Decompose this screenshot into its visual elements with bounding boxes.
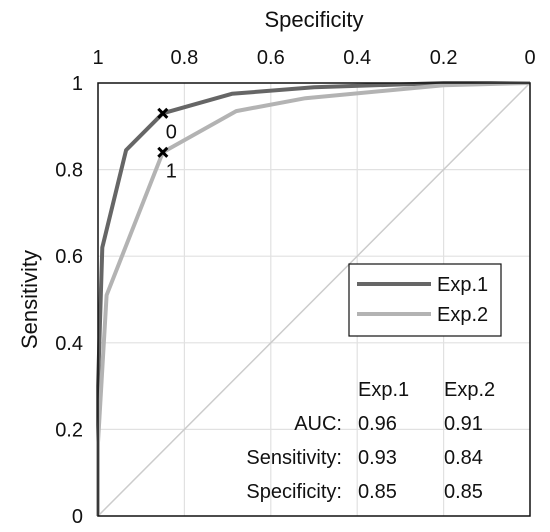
x-tick-labels: 1 0.8 0.6 0.4 0.2 0 bbox=[92, 47, 535, 69]
marker-label-0: 0 bbox=[166, 121, 177, 143]
stats-value: 0.84 bbox=[444, 447, 483, 469]
stats-value: 0.96 bbox=[358, 413, 397, 435]
legend-entry-exp1: Exp.1 bbox=[357, 274, 488, 296]
x-tick-label: 0.8 bbox=[170, 47, 198, 69]
legend: Exp.1 Exp.2 bbox=[348, 263, 502, 337]
y-tick-label: 0.2 bbox=[55, 419, 83, 441]
legend-box bbox=[348, 263, 502, 337]
diagonal-reference-line bbox=[97, 82, 531, 517]
legend-label: Exp.1 bbox=[437, 274, 488, 296]
y-tick-label: 0.8 bbox=[55, 160, 83, 182]
y-tick-label: 0.4 bbox=[55, 333, 83, 355]
x-tick-label: 0.2 bbox=[430, 47, 458, 69]
x-axis-label: Specificity bbox=[264, 7, 363, 32]
stats-value: 0.85 bbox=[358, 481, 397, 503]
y-axis-label: Sensitivity bbox=[17, 250, 42, 349]
marker-0: 0 bbox=[157, 107, 177, 143]
marker-cross-0 bbox=[157, 107, 169, 119]
stats-row-label: Specificity: bbox=[246, 481, 342, 503]
stats-row-label: AUC: bbox=[294, 413, 342, 435]
marker-label-1: 1 bbox=[166, 160, 177, 182]
stats-value: 0.93 bbox=[358, 447, 397, 469]
y-tick-label: 1 bbox=[72, 73, 83, 95]
stats-column-header: Exp.1 bbox=[358, 379, 409, 401]
y-tick-label: 0.6 bbox=[55, 246, 83, 268]
y-tick-labels: 0 0.2 0.4 0.6 0.8 1 bbox=[55, 73, 83, 528]
legend-label: Exp.2 bbox=[437, 304, 488, 326]
x-tick-label: 0.6 bbox=[257, 47, 285, 69]
marker-1: 1 bbox=[157, 146, 177, 182]
stats-row-label: Sensitivity: bbox=[246, 447, 342, 469]
marker-cross-1 bbox=[157, 146, 169, 158]
threshold-markers: 01 bbox=[157, 107, 177, 182]
y-tick-label: 0 bbox=[72, 506, 83, 528]
series-line-exp2 bbox=[96, 81, 531, 516]
stats-value: 0.85 bbox=[444, 481, 483, 503]
stats-column-header: Exp.2 bbox=[444, 379, 495, 401]
x-tick-label: 1 bbox=[92, 47, 103, 69]
x-tick-label: 0 bbox=[524, 47, 535, 69]
x-tick-label: 0.4 bbox=[343, 47, 371, 69]
stats-value: 0.91 bbox=[444, 413, 483, 435]
stats-table: Exp.1 Exp.2 AUC: 0.96 0.91 Sensitivity: 0.93 0.… bbox=[246, 379, 495, 503]
plot-frame bbox=[97, 82, 531, 517]
legend-entry-exp2: Exp.2 bbox=[357, 304, 488, 326]
